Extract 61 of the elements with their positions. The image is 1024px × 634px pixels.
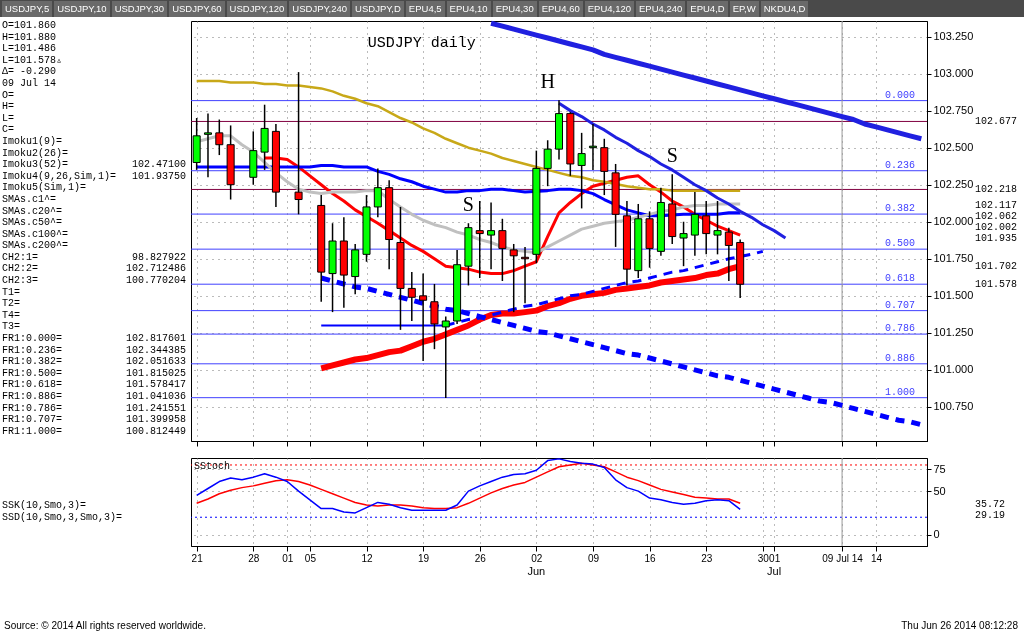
y-tick-label: 101.000 bbox=[933, 363, 974, 376]
text: 102.062 bbox=[975, 210, 1018, 222]
annotation: 0.382 bbox=[885, 203, 916, 215]
x-tick-label: 01 bbox=[282, 552, 294, 564]
source-note: Source: © 2014 All rights reserved worldwide. bbox=[4, 620, 206, 631]
x-tick-label: 14 bbox=[870, 552, 883, 564]
text: O=101.860 H=101.880 L=101.486 L=101.578▵ Δ= -0.290 bbox=[2, 20, 63, 78]
annotation: 0.886 bbox=[885, 352, 916, 364]
y-tick-label: 50 bbox=[933, 484, 946, 497]
y-tick-label: 101.500 bbox=[933, 289, 974, 302]
text: 101.578 bbox=[975, 279, 1018, 291]
x-tick-label: 30 bbox=[757, 552, 770, 564]
y-tick-label: 102.250 bbox=[933, 178, 974, 191]
x-tick-label: 28 bbox=[248, 552, 260, 564]
annotation: S bbox=[666, 144, 678, 167]
y-tick-label: 103.000 bbox=[933, 67, 974, 80]
x-tick-label: 21 bbox=[191, 552, 204, 564]
x-tick-label: 19 bbox=[418, 552, 430, 564]
y-tick-label: 102.000 bbox=[933, 215, 974, 228]
x-tick-label: 12 bbox=[361, 552, 374, 564]
x-tick-label: 26 bbox=[474, 552, 487, 564]
annotation: 0.786 bbox=[885, 323, 916, 335]
y-tick-label: 101.250 bbox=[933, 326, 974, 339]
text: SSK(10,Smo,3)= SSD(10,Smo,3,Smo,3)= bbox=[2, 500, 123, 524]
x-tick-label: 01 bbox=[769, 552, 781, 564]
text: 102.677 bbox=[975, 116, 1018, 128]
text: USDJPY,5 USDJPY,10 USDJPY,30 USDJPY,60 USDJPY,120 USDJPY,240 USDJPY,D EPU4,5 EPU4,10 EPU4,30 EPU4,60 EPU4,120 EPU4,240 EPU4,D EP,W NKDU4,D bbox=[5, 3, 806, 14]
y-tick-label: 103.250 bbox=[933, 30, 974, 43]
text: Jul bbox=[767, 565, 782, 577]
annotation: 0.000 bbox=[885, 89, 916, 101]
annotation: 0.236 bbox=[885, 159, 916, 171]
text: Thu Jun 26 2014 08:12:28 bbox=[901, 620, 1018, 631]
annotation: S bbox=[462, 193, 474, 216]
annotation: 0.707 bbox=[885, 299, 916, 311]
text: 35.72 bbox=[975, 498, 1006, 510]
text: 102.002 bbox=[975, 221, 1018, 233]
y-tick-label: 0 bbox=[933, 528, 940, 541]
x-tick-label: 02 bbox=[531, 552, 543, 564]
annotation: H bbox=[540, 70, 555, 93]
x-tick-label: 23 bbox=[701, 552, 713, 564]
x-tick-label: 16 bbox=[644, 552, 657, 564]
y-tick-label: 102.750 bbox=[933, 104, 974, 117]
text: 102.117 bbox=[975, 199, 1018, 211]
y-tick-label: 102.500 bbox=[933, 141, 974, 154]
text: 101.702 bbox=[975, 260, 1018, 272]
x-tick-label: 09 Jul 14 bbox=[822, 552, 864, 564]
annotation: 0.500 bbox=[885, 238, 916, 250]
y-tick-label: 100.750 bbox=[933, 400, 974, 413]
y-tick-label: 101.750 bbox=[933, 252, 974, 265]
annotation: 1.000 bbox=[885, 386, 916, 398]
text: USDJPY daily bbox=[367, 35, 476, 52]
text: 09 Jul 14 O= H= L= C= Imoku1(9)= Imoku2(26)= Imoku3(52)= 102.47100 Imoku4(9,26,Sim,1)= 101.93750 Imoku5(Sim,1)= SMAs.c1^= SMAs.c20^= SMAs.c50^= SMAs.c100^= SMAs.c200^= CH2:1= 98.827922 CH2:2= 102.712486 CH2:3= 100.770204 T1= T2= T4= T3= FR1:0.000= 102.817601 FR1:0.236= 102.344385 FR1:0.382= 102.051633 FR1:0.500= 101.815025 FR1:0.618= 101.578417 FR1:0.886= 101.041036 FR1:0.786= 101.241551 FR1:0.707= 101.399958 FR1:1.000= 100.812449 bbox=[2, 77, 186, 437]
x-tick-label: 09 bbox=[587, 552, 600, 564]
annotation: SStoch bbox=[194, 461, 231, 472]
text: 101.935 bbox=[975, 232, 1018, 244]
text: 29.19 bbox=[975, 509, 1006, 521]
x-tick-label: 05 bbox=[304, 552, 317, 564]
annotation: 0.618 bbox=[885, 273, 916, 285]
text: 102.218 bbox=[975, 184, 1018, 196]
text: Jun bbox=[527, 565, 546, 577]
y-tick-label: 75 bbox=[933, 462, 946, 475]
